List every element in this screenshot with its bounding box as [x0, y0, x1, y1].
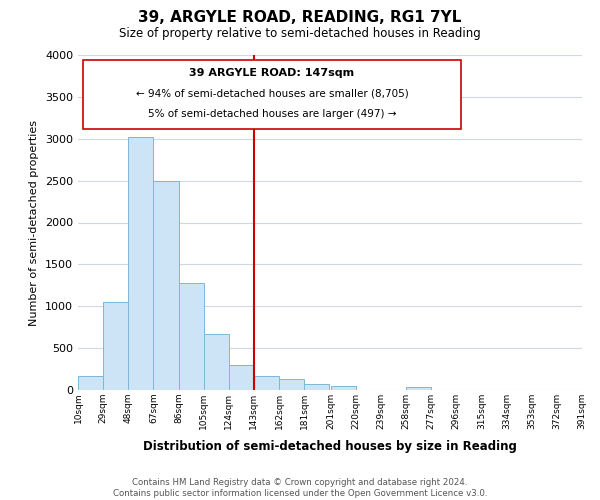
- Bar: [279, 379, 304, 390]
- Bar: [103, 302, 128, 390]
- Text: ← 94% of semi-detached houses are smaller (8,705): ← 94% of semi-detached houses are smalle…: [136, 88, 409, 99]
- Bar: [128, 137, 154, 390]
- Bar: [154, 180, 179, 390]
- Text: 39, ARGYLE ROAD, READING, RG1 7YL: 39, ARGYLE ROAD, READING, RG1 7YL: [139, 10, 461, 25]
- Bar: [78, 376, 103, 390]
- Bar: [331, 386, 356, 390]
- Text: 39 ARGYLE ROAD: 147sqm: 39 ARGYLE ROAD: 147sqm: [190, 68, 355, 78]
- Bar: [304, 384, 329, 390]
- Bar: [203, 334, 229, 390]
- Text: Size of property relative to semi-detached houses in Reading: Size of property relative to semi-detach…: [119, 28, 481, 40]
- FancyBboxPatch shape: [83, 60, 461, 128]
- Bar: [179, 283, 203, 390]
- Bar: [254, 376, 279, 390]
- Bar: [229, 365, 254, 390]
- Bar: [406, 388, 431, 390]
- Text: Contains HM Land Registry data © Crown copyright and database right 2024.
Contai: Contains HM Land Registry data © Crown c…: [113, 478, 487, 498]
- Y-axis label: Number of semi-detached properties: Number of semi-detached properties: [29, 120, 40, 326]
- Text: 5% of semi-detached houses are larger (497) →: 5% of semi-detached houses are larger (4…: [148, 108, 396, 118]
- X-axis label: Distribution of semi-detached houses by size in Reading: Distribution of semi-detached houses by …: [143, 440, 517, 454]
